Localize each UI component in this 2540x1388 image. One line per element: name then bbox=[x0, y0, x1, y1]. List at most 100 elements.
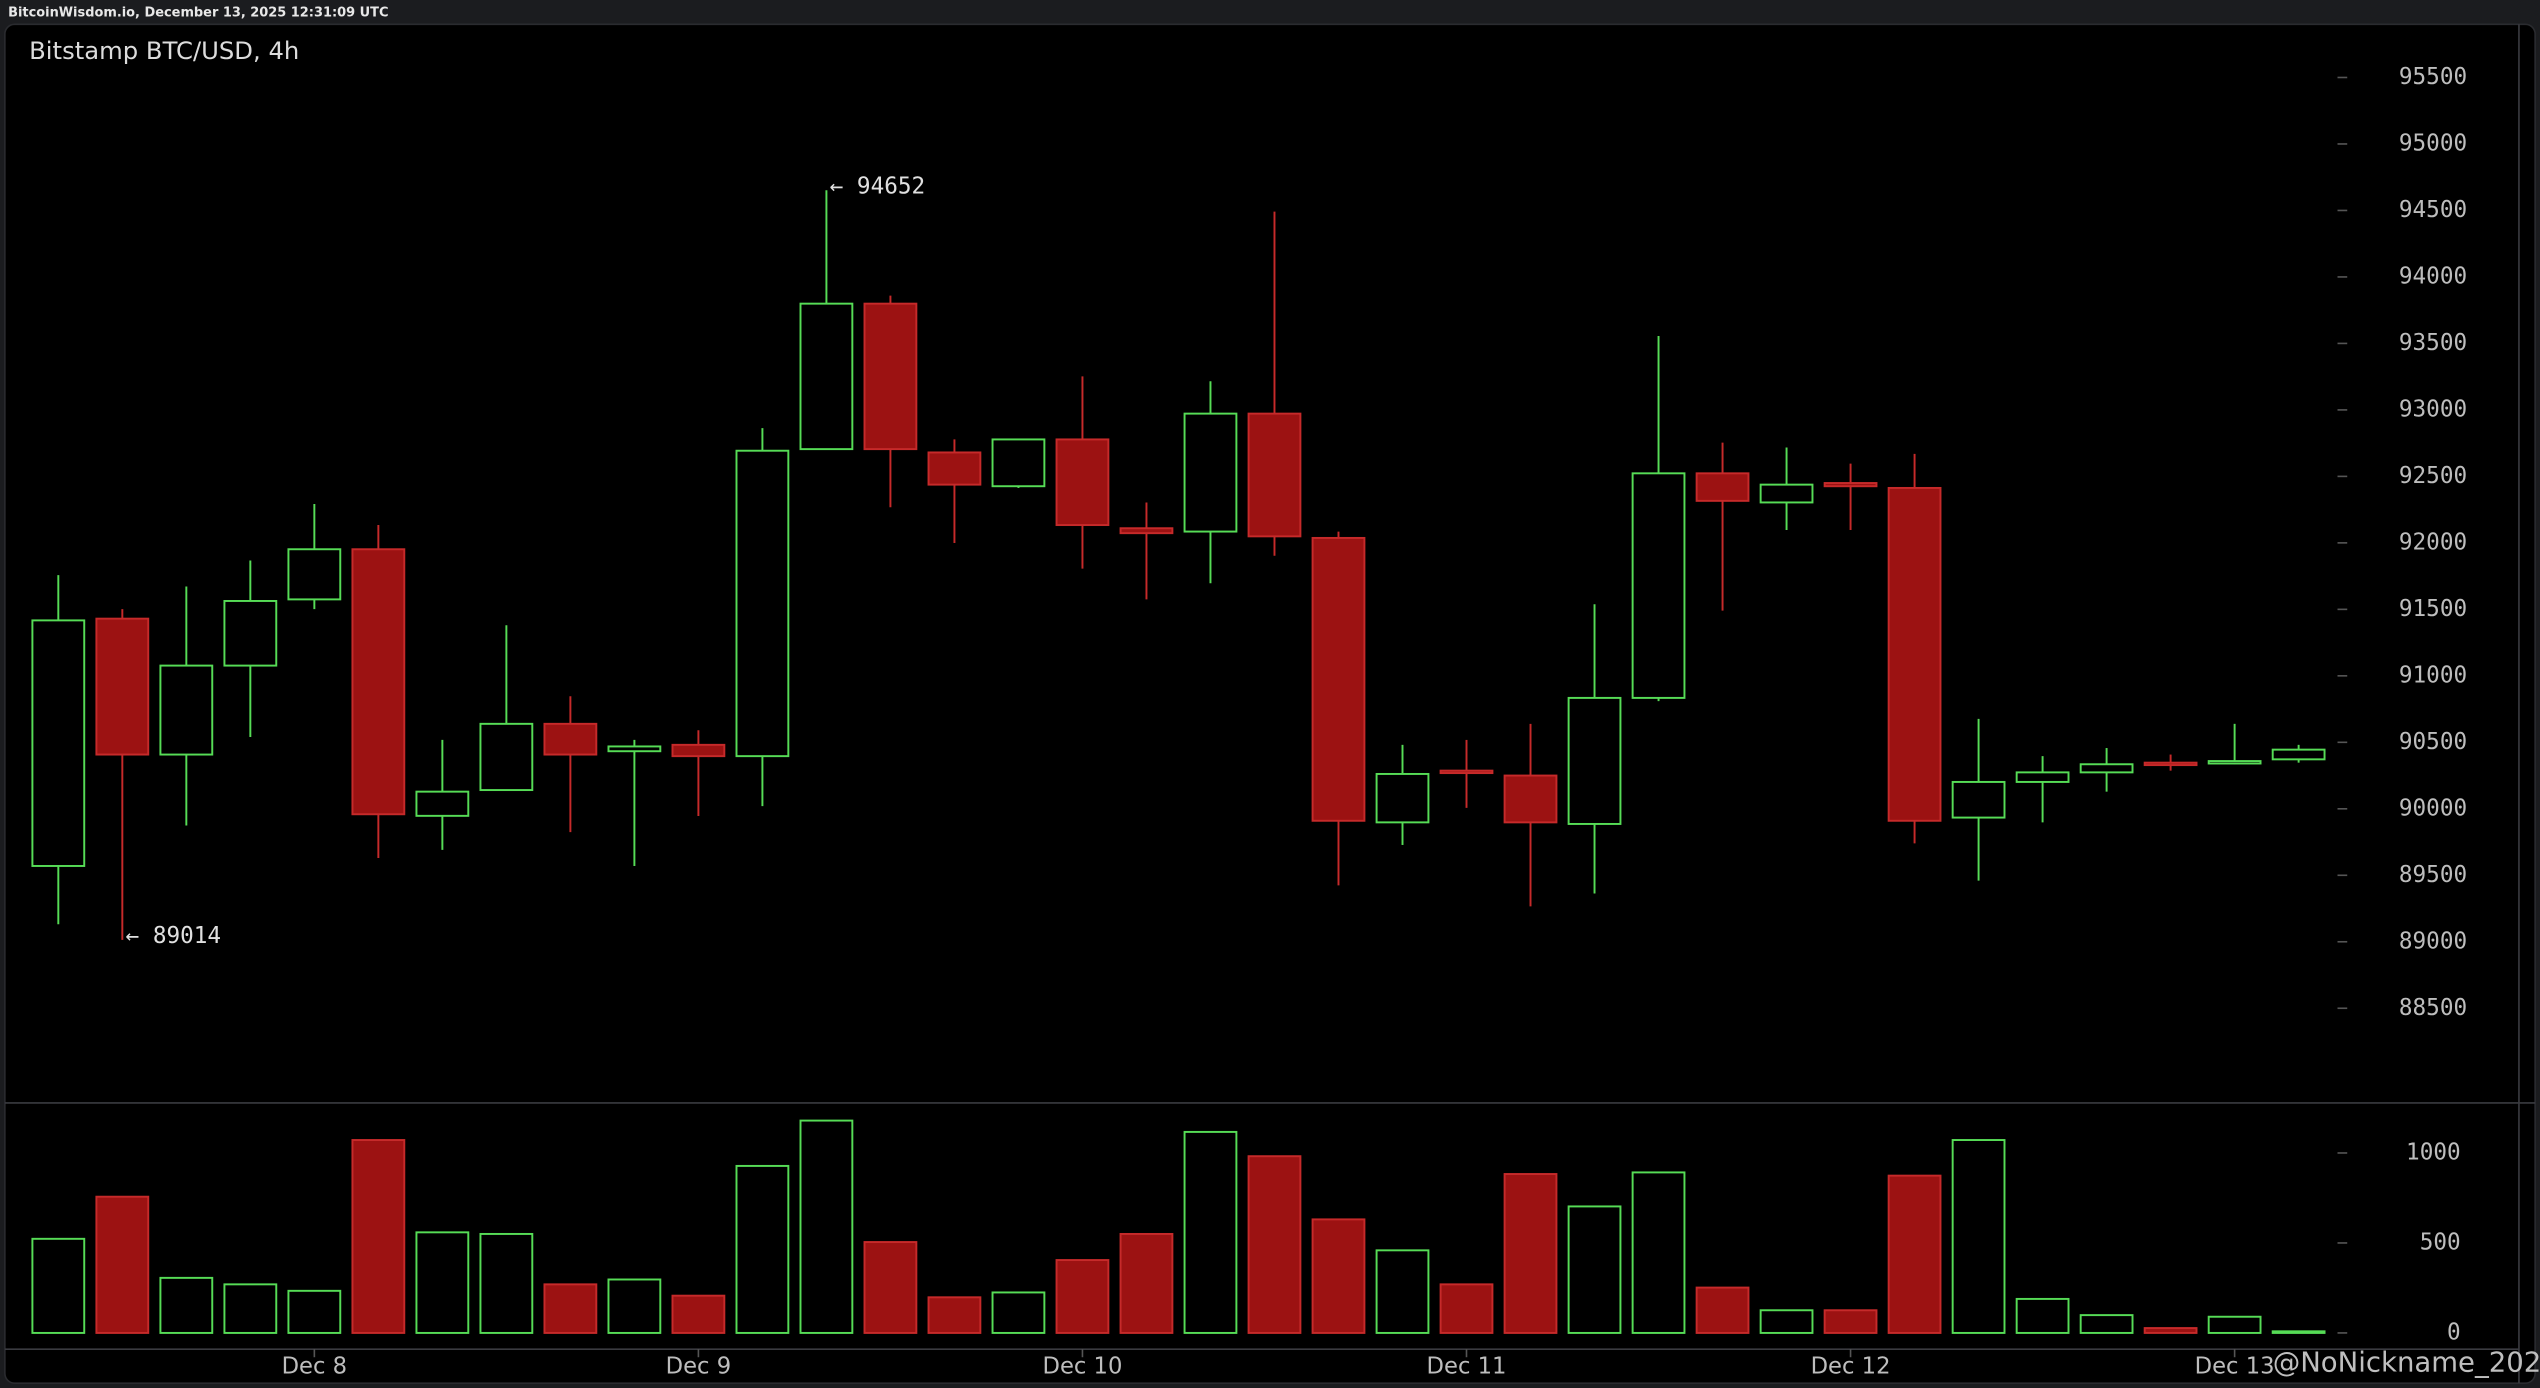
volume-bar bbox=[1951, 1139, 2006, 1334]
candle-body bbox=[2143, 761, 2198, 767]
volume-bar bbox=[607, 1278, 662, 1334]
candle-body bbox=[31, 619, 86, 867]
chart-title: Bitstamp BTC/USD, 4h bbox=[29, 36, 299, 65]
candle-body bbox=[735, 449, 790, 758]
volume-bar bbox=[2079, 1314, 2134, 1334]
volume-bar bbox=[1631, 1171, 1686, 1334]
volume-bar bbox=[287, 1289, 342, 1334]
volume-bar bbox=[1055, 1259, 1110, 1334]
candle-body bbox=[799, 302, 854, 451]
volume-bar bbox=[2271, 1330, 2326, 1334]
volume-bar bbox=[543, 1283, 598, 1334]
candle-body bbox=[2271, 748, 2326, 761]
candle-body bbox=[1503, 774, 1558, 824]
x-tick-label: Dec 12 bbox=[1811, 1353, 1891, 1379]
candle-body bbox=[287, 548, 342, 601]
candle-body bbox=[159, 664, 214, 756]
candle-body bbox=[1887, 486, 1942, 822]
chart-panel bbox=[4, 23, 2536, 1384]
volume-bar bbox=[1311, 1218, 1366, 1334]
candle-body bbox=[1183, 412, 1238, 533]
candle-body bbox=[1631, 472, 1686, 699]
volume-bar bbox=[1439, 1283, 1494, 1334]
volume-bar bbox=[799, 1119, 854, 1334]
volume-bar bbox=[2207, 1315, 2262, 1334]
y-tick-label: 92500 bbox=[2399, 463, 2467, 489]
annotation: ← 94652 bbox=[830, 173, 925, 199]
candle-body bbox=[415, 790, 470, 817]
candle-body bbox=[1119, 527, 1174, 535]
y-tick-label: 94500 bbox=[2399, 197, 2467, 223]
volume-bar bbox=[991, 1291, 1046, 1334]
volume-bar bbox=[1567, 1205, 1622, 1334]
volume-bar bbox=[927, 1296, 982, 1334]
candle-body bbox=[95, 617, 150, 756]
y2-tick-label: 0 bbox=[2447, 1319, 2461, 1345]
candle-body bbox=[479, 722, 534, 792]
volume-bar bbox=[1887, 1174, 1942, 1334]
y2-tick-label: 500 bbox=[2420, 1229, 2461, 1255]
candle-body bbox=[1567, 696, 1622, 825]
y-tick-label: 89000 bbox=[2399, 928, 2467, 954]
y-tick-label: 95000 bbox=[2399, 130, 2467, 156]
y-tick-label: 90500 bbox=[2399, 729, 2467, 755]
volume-bar bbox=[671, 1294, 726, 1334]
y-tick-label: 88500 bbox=[2399, 995, 2467, 1021]
candle-body bbox=[1823, 482, 1878, 488]
candle-body bbox=[351, 548, 406, 816]
candle-body bbox=[1951, 780, 2006, 819]
candle-body bbox=[991, 438, 1046, 488]
volume-bar bbox=[31, 1237, 86, 1334]
y-tick-label: 94000 bbox=[2399, 263, 2467, 289]
y-tick-label: 91000 bbox=[2399, 662, 2467, 688]
x-tick-label: Dec 13 bbox=[2195, 1353, 2275, 1379]
watermark: @NoNickname_2025 bbox=[2273, 1347, 2540, 1379]
volume-bar bbox=[1183, 1130, 1238, 1334]
y-tick-label: 93000 bbox=[2399, 396, 2467, 422]
volume-bar bbox=[2015, 1297, 2070, 1334]
volume-bar bbox=[863, 1241, 918, 1334]
y-tick-label: 92000 bbox=[2399, 529, 2467, 555]
y2-tick-label: 1000 bbox=[2406, 1139, 2461, 1165]
volume-bar bbox=[1695, 1286, 1750, 1334]
volume-bar bbox=[735, 1164, 790, 1334]
candle-body bbox=[1375, 772, 1430, 824]
volume-bar bbox=[415, 1231, 470, 1334]
x-tick-label: Dec 10 bbox=[1043, 1353, 1123, 1379]
y-tick-label: 91500 bbox=[2399, 596, 2467, 622]
x-tick-label: Dec 8 bbox=[282, 1353, 347, 1379]
candle-body bbox=[2015, 771, 2070, 783]
volume-bar bbox=[1503, 1173, 1558, 1334]
candle-body bbox=[1055, 438, 1110, 527]
volume-bar bbox=[223, 1283, 278, 1334]
candle-body bbox=[863, 302, 918, 451]
candle-body bbox=[2207, 760, 2262, 765]
volume-bar bbox=[479, 1232, 534, 1334]
volume-bar bbox=[159, 1276, 214, 1334]
y-tick-label: 89500 bbox=[2399, 862, 2467, 888]
candle-body bbox=[543, 722, 598, 756]
volume-bar bbox=[95, 1195, 150, 1334]
candle-body bbox=[1695, 472, 1750, 502]
candle-body bbox=[1439, 769, 1494, 775]
candle-body bbox=[1759, 483, 1814, 504]
volume-bar bbox=[1375, 1249, 1430, 1334]
volume-bar bbox=[1823, 1309, 1878, 1334]
candle-body bbox=[927, 451, 982, 486]
y-tick-label: 90000 bbox=[2399, 795, 2467, 821]
header: BitcoinWisdom.io, December 13, 2025 12:3… bbox=[8, 5, 388, 20]
candle-body bbox=[671, 743, 726, 758]
volume-bar bbox=[1119, 1232, 1174, 1334]
candle-body bbox=[2079, 763, 2134, 774]
x-tick-label: Dec 11 bbox=[1427, 1353, 1507, 1379]
candle-body bbox=[607, 745, 662, 753]
candle-body bbox=[223, 600, 278, 667]
volume-bar bbox=[2143, 1327, 2198, 1334]
y-tick-label: 95500 bbox=[2399, 64, 2467, 90]
volume-bar bbox=[1247, 1155, 1302, 1334]
candle-body bbox=[1311, 536, 1366, 822]
volume-bar bbox=[351, 1139, 406, 1334]
volume-bar bbox=[1759, 1309, 1814, 1334]
